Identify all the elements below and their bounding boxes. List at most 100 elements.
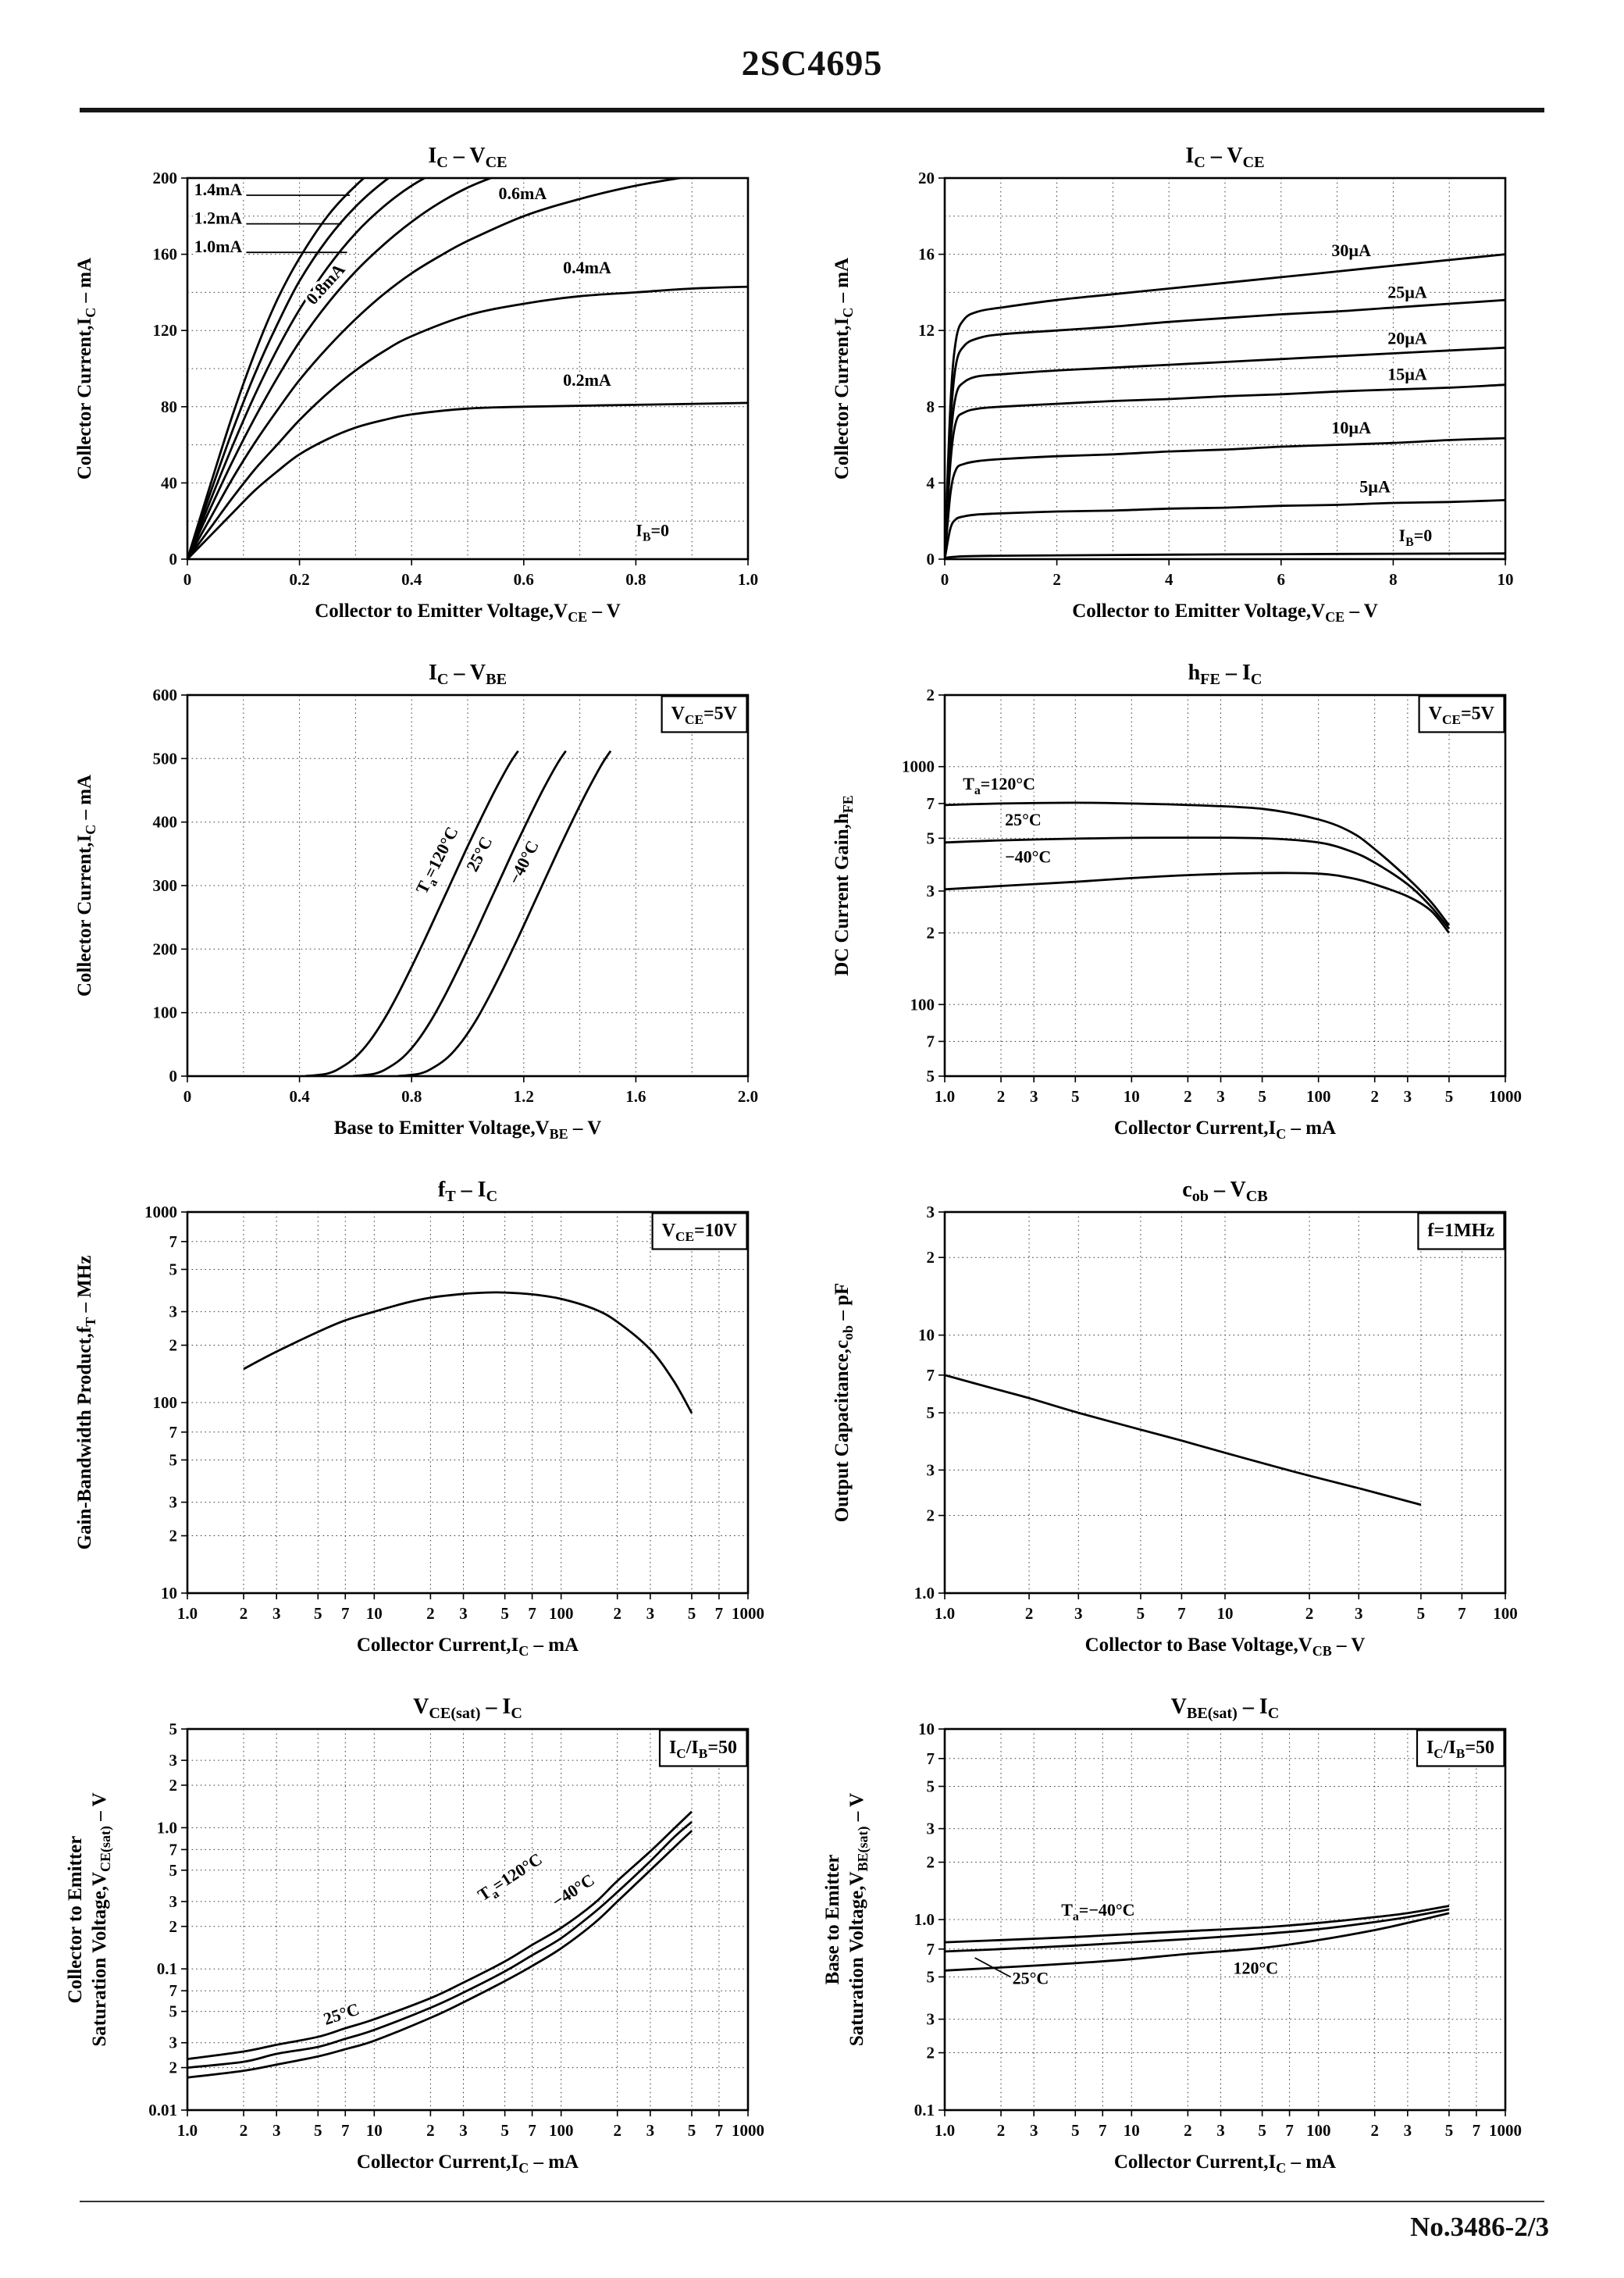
y-axis-label: Output Capacitance,cob – pF (832, 1283, 856, 1523)
curve-IB=30uA (945, 253, 1505, 559)
curve-Ta=120C (945, 1912, 1450, 1972)
x-tick-label: 7 (1458, 1604, 1466, 1623)
x-tick-label: 0.8 (625, 570, 646, 589)
y-tick-label: 3 (927, 2010, 935, 2029)
annotation-box (661, 695, 748, 733)
x-axis-label: Collector to Emitter Voltage,VCE – V (315, 601, 621, 625)
condition-annotation: IC/IB=50 (669, 1738, 737, 1761)
y-tick-label: 5 (169, 1861, 178, 1880)
chart-ic-vbe-transfer: 0 0.4 0.8 1.2 1.6 2.0 0 100 200 300 400 500 600 IC – … (74, 661, 758, 1142)
y-tick-label: 1.0 (157, 1818, 177, 1837)
x-tick-label: 3 (1216, 2121, 1225, 2140)
x-tick-label: 100 (1306, 2121, 1331, 2140)
chart-title: IC – VCE (428, 144, 507, 171)
x-axis-label: Collector Current,IC – mA (1114, 1118, 1336, 1142)
y-tick-label: 2 (169, 1527, 178, 1545)
curve-Ta=120C (304, 750, 519, 1076)
y-tick-label: 5 (169, 1451, 178, 1470)
x-tick-label: 2 (426, 2121, 435, 2140)
y-tick-label: 3 (169, 1892, 178, 1911)
chart-title: IC – VBE (429, 661, 507, 688)
y-tick-label: 5 (927, 1777, 935, 1796)
x-tick-label: 2 (1370, 2121, 1379, 2140)
curve-label: 1.2mA (194, 209, 243, 228)
x-tick-label: 5 (688, 1604, 696, 1623)
chart-cell-ft-ic: 1.0 10 100 1000 2 3 5 7 2 3 5 7 2 3 5 7 10 100 1000 2 3 5 7 2 3 5… (55, 1164, 812, 1679)
y-tick-label: 2 (927, 1506, 935, 1525)
x-tick-label: 3 (272, 2121, 281, 2140)
x-tick-label: 5 (1071, 1087, 1080, 1106)
y-tick-label: 5 (169, 1260, 178, 1279)
chart-title: cob – VCB (1182, 1178, 1267, 1205)
y-tick-label: 10 (918, 1326, 935, 1345)
y-tick-label: 2 (169, 1776, 178, 1795)
x-tick-label: 10 (1124, 2121, 1140, 2140)
y-tick-label: 0 (927, 550, 935, 569)
y-tick-label: 500 (153, 749, 178, 768)
x-tick-label: 5 (1417, 1604, 1426, 1623)
y-tick-label: 5 (927, 1403, 935, 1422)
x-tick-label: 0.4 (401, 570, 422, 589)
curve-label: Ta=120°C (411, 823, 465, 898)
y-tick-label: 1000 (144, 1203, 177, 1221)
x-tick-label: 2 (1025, 1604, 1034, 1623)
plot-frame (186, 176, 750, 561)
x-tick-label: 1.0 (177, 1604, 198, 1623)
x-tick-label: 0.8 (401, 1087, 422, 1106)
curve-label: 25°C (1013, 1968, 1049, 1987)
annotation-box (658, 1729, 748, 1767)
y-tick-label: 2 (169, 2059, 178, 2077)
y-tick-label: 200 (153, 939, 178, 958)
x-tick-label: 3 (1355, 1604, 1363, 1623)
chart-title: IC – VCE (1185, 144, 1264, 171)
curve-label: 20µA (1387, 328, 1427, 348)
y-tick-label: 300 (153, 876, 178, 895)
x-tick-label: 0.6 (514, 570, 534, 589)
x-tick-label: 2 (1184, 2121, 1192, 2140)
curve-label: 120°C (1234, 1958, 1279, 1977)
y-tick-label: 5 (927, 829, 935, 847)
x-tick-label: 2 (997, 2121, 1006, 2140)
x-tick-label: 5 (500, 2121, 509, 2140)
x-tick-label: 1.0 (935, 1604, 955, 1623)
x-tick-label: 7 (1177, 1604, 1186, 1623)
curve-label: 30µA (1331, 241, 1371, 260)
x-tick-label: 5 (1071, 2121, 1080, 2140)
x-tick-label: 3 (1030, 2121, 1038, 2140)
y-tick-label: 7 (927, 1749, 935, 1768)
curve-IB=20uA (945, 346, 1505, 559)
x-tick-label: 0.4 (289, 1087, 310, 1106)
curve-Ta=-40C (397, 750, 612, 1076)
y-tick-label: 1.0 (914, 1910, 935, 1929)
curve-IB=0.6mA (187, 178, 687, 559)
plot-frame (186, 1727, 750, 2112)
x-tick-label: 3 (646, 1604, 655, 1623)
curve-IB=0.8mA (187, 178, 494, 559)
x-tick-label: 7 (341, 2121, 350, 2140)
x-tick-label: 3 (1216, 1087, 1225, 1106)
x-tick-label: 3 (459, 2121, 468, 2140)
y-tick-label: 1000 (902, 758, 935, 776)
x-tick-label: 1.6 (625, 1087, 646, 1106)
x-tick-label: 1.2 (514, 1087, 534, 1106)
y-tick-label: 7 (927, 1940, 935, 1959)
curve-fT (243, 1291, 693, 1414)
curve-label: Ta=−40°C (1061, 1900, 1134, 1923)
y-tick-label: 2 (927, 924, 935, 943)
y-axis-label: Saturation Voltage,VBE(sat) – V (846, 1793, 871, 2046)
x-tick-label: 5 (1445, 2121, 1454, 2140)
x-tick-label: 2 (426, 1604, 435, 1623)
curve-IB=0.2mA (187, 401, 748, 559)
part-number-title: 2SC4695 (741, 43, 883, 83)
x-tick-label: 3 (1404, 1087, 1412, 1106)
x-tick-label: 10 (366, 1604, 383, 1623)
chart-cell-ic-vbe-transfer: 0 0.4 0.8 1.2 1.6 2.0 0 100 200 300 400 500 600 IC – … (55, 647, 812, 1162)
x-tick-label: 7 (1473, 2121, 1481, 2140)
x-tick-label: 10 (1217, 1604, 1234, 1623)
curve-label: 10µA (1331, 418, 1371, 437)
x-tick-label: 1.0 (935, 1087, 955, 1106)
x-tick-label: 5 (1137, 1604, 1145, 1623)
curve-Ta=-40C (945, 872, 1451, 934)
condition-annotation: f=1MHz (1427, 1221, 1494, 1241)
